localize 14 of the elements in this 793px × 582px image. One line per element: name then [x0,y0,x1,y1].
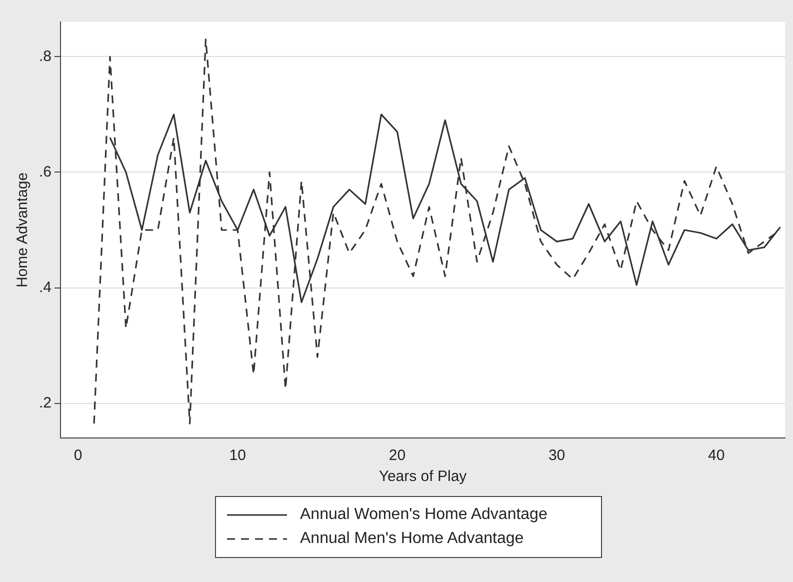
x-axis-title: Years of Play [378,468,468,486]
x-tick-label: 0 [74,447,82,464]
y-tick-label: .6 [38,163,52,180]
legend-label: Annual Men's Home Advantage [300,529,524,549]
y-axis-title: Home Advantage [14,172,32,288]
y-tick-label: .4 [38,278,52,296]
x-tick-label: 20 [388,447,406,464]
x-tick-label: 40 [708,447,725,464]
line-series [93,38,782,424]
legend-label: Annual Women's Home Advantage [300,505,548,525]
x-tick-label: 10 [229,447,246,464]
y-tick-label: .2 [38,394,52,412]
y-tick-label: .8 [38,48,52,65]
x-tick-label: 30 [548,447,566,464]
